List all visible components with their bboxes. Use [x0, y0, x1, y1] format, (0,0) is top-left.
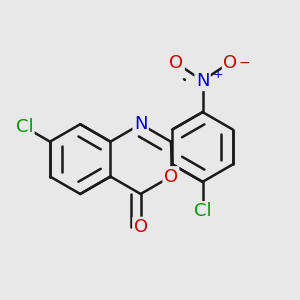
Text: O: O: [169, 54, 184, 72]
Text: O: O: [164, 167, 178, 185]
Text: Cl: Cl: [194, 202, 212, 220]
Text: N: N: [134, 115, 147, 133]
Text: −: −: [238, 56, 250, 70]
Text: N: N: [196, 72, 209, 90]
Text: O: O: [223, 54, 237, 72]
Text: O: O: [134, 218, 148, 236]
Text: +: +: [212, 68, 223, 81]
Text: Cl: Cl: [16, 118, 33, 136]
